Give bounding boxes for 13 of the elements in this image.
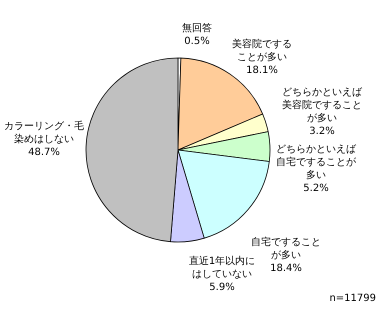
data-label: 3.2% [308,125,336,138]
data-label: 48.7% [27,146,61,159]
data-label: 18.4% [270,263,302,274]
slice-label: 美容院ですることが多い [231,38,293,64]
slice-label: 無回答 [181,22,213,35]
data-label: 5.2% [302,182,330,195]
data-label: 5.9% [208,281,236,294]
data-label: 0.5% [183,35,211,48]
slice-label: カラーリング・毛染めはしない [4,120,84,146]
text: n=11799 [329,292,376,305]
slice-label: どちらかといえば美容院ですることが多い [282,86,362,125]
data-label: 18.1% [245,64,279,77]
slice-label: どちらかといえば自宅ですることが多い [276,143,356,182]
